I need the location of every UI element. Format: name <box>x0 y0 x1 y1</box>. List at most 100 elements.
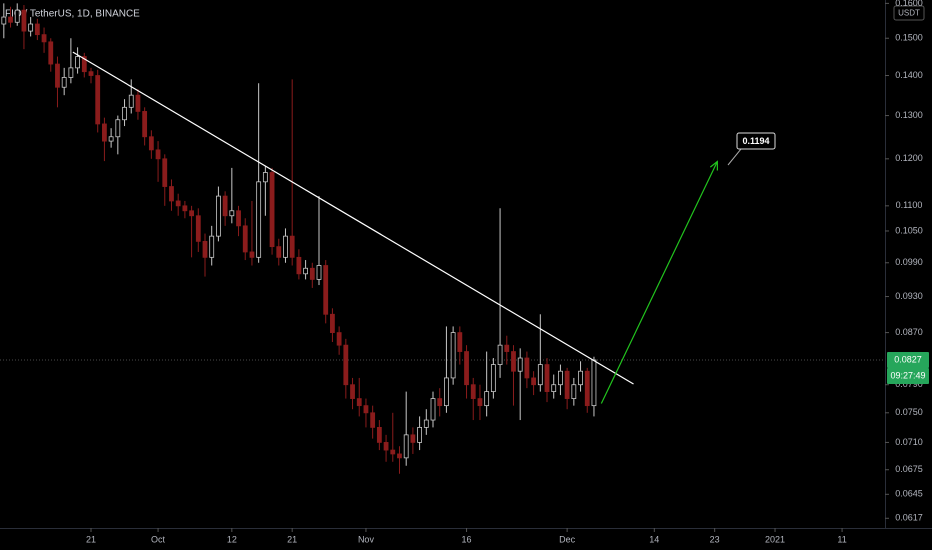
currency-box <box>893 5 925 21</box>
candle-body <box>21 9 27 32</box>
candle-body <box>175 200 181 207</box>
candle-body <box>316 265 322 280</box>
countdown-tag <box>887 367 929 384</box>
candle-body <box>61 77 67 88</box>
candle-body <box>564 370 570 399</box>
candle-body <box>450 332 456 379</box>
candle-body <box>289 235 295 258</box>
candle-body <box>209 235 215 258</box>
y-tick-label: 0.1400 <box>895 70 923 80</box>
callout-box <box>736 132 776 150</box>
candle-body <box>350 384 355 399</box>
candle-body <box>48 41 54 65</box>
candle-body <box>162 158 168 187</box>
candle-body <box>343 344 349 386</box>
candle-body <box>28 23 34 32</box>
candle-body <box>497 344 503 365</box>
candle-body <box>14 9 20 23</box>
candle-body <box>55 63 60 88</box>
x-tick-label: 14 <box>649 534 659 544</box>
candle-body <box>531 377 537 386</box>
candle-body <box>477 398 483 407</box>
arrow-head <box>709 160 718 171</box>
candle-body <box>363 405 369 414</box>
candle-body <box>182 205 188 212</box>
candle-body <box>591 359 597 407</box>
candle-body <box>551 384 557 393</box>
candle-body <box>142 111 148 138</box>
candle-body <box>128 94 134 108</box>
candle-body <box>397 453 402 459</box>
y-tick-label: 0.1050 <box>895 225 923 235</box>
candle-body <box>122 106 127 121</box>
candle-body <box>464 351 469 386</box>
callout-label: 0.1194 <box>742 136 769 146</box>
candle-body <box>34 23 40 36</box>
candle-body <box>68 67 74 78</box>
last-price-tag <box>887 351 929 368</box>
candle-body <box>189 210 194 217</box>
candle-body <box>81 56 87 73</box>
candle-body <box>504 344 510 352</box>
y-tick-label: 0.0675 <box>895 464 923 474</box>
x-tick-label: Nov <box>358 534 375 544</box>
candle-body <box>148 136 154 151</box>
candle-body <box>370 412 376 428</box>
x-tick-label: Dec <box>559 534 576 544</box>
y-tick-label: 0.0790 <box>895 379 923 389</box>
x-tick-label: 16 <box>462 534 472 544</box>
candle-body <box>296 256 302 275</box>
candle-body <box>222 195 228 217</box>
candle-body <box>216 195 221 237</box>
candle-body <box>423 419 429 428</box>
candle-body <box>115 119 121 138</box>
candle-body <box>410 434 416 443</box>
projection-arrow <box>600 161 718 404</box>
candle-body <box>571 384 577 399</box>
candle-body <box>108 136 114 142</box>
y-tick-label: 0.1100 <box>896 200 923 210</box>
x-tick-label: 11 <box>837 534 846 544</box>
candle-body <box>75 56 80 69</box>
candle-body <box>88 71 94 76</box>
candle-body <box>417 427 422 443</box>
candle-body <box>544 364 550 393</box>
candle-body <box>558 370 563 386</box>
candle-body <box>262 172 268 183</box>
x-tick-label: 12 <box>227 534 237 544</box>
x-tick-label: 21 <box>86 534 96 544</box>
candle-body <box>356 398 362 407</box>
candle-body <box>303 267 308 275</box>
callout-pointer <box>727 146 744 166</box>
candle-body <box>323 265 329 315</box>
candle-body <box>256 181 262 258</box>
candle-body <box>135 94 141 112</box>
candle-body <box>376 427 382 443</box>
candle-body <box>524 357 530 379</box>
y-tick-label: 0.1300 <box>895 110 923 120</box>
candle-body <box>169 186 174 202</box>
y-tick-label: 0.0870 <box>895 327 923 337</box>
candle-body <box>390 449 396 455</box>
y-tick-label: 0.0750 <box>895 407 923 417</box>
candle-body <box>269 172 275 248</box>
candle-body <box>584 370 590 407</box>
currency-label: USDT <box>898 9 920 18</box>
chart-title: FIO / TetherUS, 1D, BINANCE <box>5 9 140 20</box>
y-tick-label: 0.0930 <box>895 291 923 301</box>
x-tick-label: 23 <box>710 534 720 544</box>
candle-body <box>249 251 255 258</box>
y-tick-label: 0.1200 <box>895 153 923 163</box>
x-tick-label: 2021 <box>765 534 785 544</box>
y-tick-label: 0.1500 <box>895 33 923 43</box>
candle-body <box>155 149 161 160</box>
candle-body <box>403 434 409 459</box>
y-tick-label: 0.0645 <box>895 489 923 499</box>
candle-body <box>276 246 282 258</box>
candle-body <box>8 16 13 23</box>
candle-body <box>490 364 496 393</box>
candle-body <box>437 398 443 407</box>
candle-body <box>95 75 101 125</box>
